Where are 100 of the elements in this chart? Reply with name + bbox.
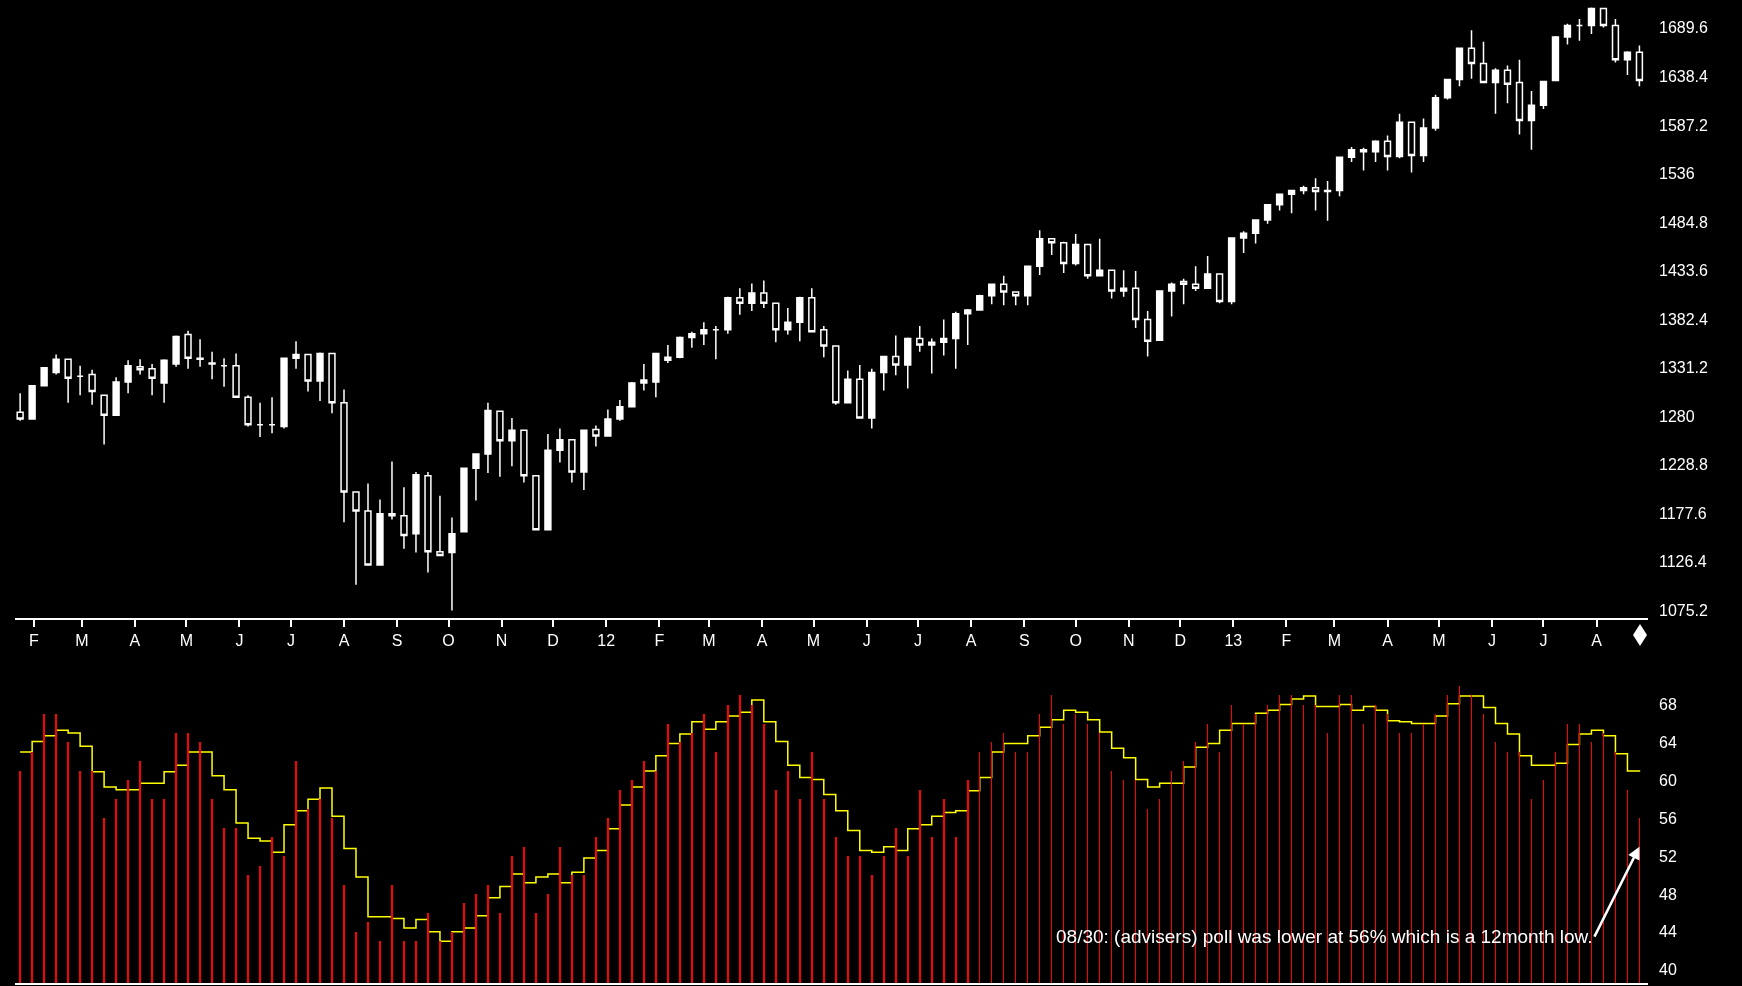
x-tick-label: M: [1432, 632, 1446, 650]
candlestick: [928, 337, 936, 375]
y-tick-label: 60: [1659, 771, 1677, 789]
candlestick: [28, 385, 36, 420]
candlestick: [208, 350, 216, 380]
candlestick: [1119, 269, 1128, 298]
candlestick: [328, 352, 336, 415]
candlestick: [640, 363, 648, 392]
candlestick: [1024, 265, 1032, 306]
candlestick: [976, 294, 984, 311]
candlestick: [1335, 156, 1344, 197]
x-tick-label: S: [1018, 632, 1030, 650]
candlestick: [496, 410, 504, 478]
candlestick: [1323, 180, 1332, 222]
candlestick: [940, 318, 948, 357]
candlestick: [76, 365, 84, 396]
candlestick: [688, 331, 696, 349]
x-tick-label: M: [702, 632, 716, 650]
candlestick: [268, 396, 276, 434]
candlestick: [880, 355, 888, 392]
candlestick: [532, 475, 540, 531]
candlestick: [148, 363, 156, 396]
candlestick: [748, 282, 756, 312]
candlestick: [1491, 67, 1500, 115]
x-tick-label: M: [1327, 632, 1342, 650]
y-tick-label: 52: [1659, 847, 1677, 865]
x-tick-label: J: [862, 632, 871, 650]
candlestick: [244, 394, 252, 428]
y-tick-label: 1280: [1659, 407, 1695, 425]
candlestick: [1083, 243, 1092, 280]
candlestick: [964, 308, 972, 346]
y-tick-label: 1331.2: [1659, 359, 1709, 377]
candlestick: [280, 357, 288, 430]
x-tick-label: N: [495, 632, 508, 650]
x-tick-label: A: [965, 632, 977, 650]
candlestick: [52, 353, 60, 376]
candlestick: [1347, 146, 1356, 163]
candlestick: [400, 486, 408, 550]
x-tick-label: M: [179, 632, 194, 650]
candlestick: [184, 330, 192, 370]
candlestick: [1263, 203, 1272, 225]
candlestick: [364, 482, 372, 567]
candlestick: [316, 351, 324, 402]
candlestick: [1635, 44, 1644, 87]
candlestick: [1503, 64, 1512, 105]
y-tick-label: 1638.4: [1659, 68, 1709, 85]
candlestick: [124, 359, 132, 395]
y-tick-label: 1177.6: [1659, 504, 1707, 522]
candlestick: [160, 358, 168, 404]
candlestick: [820, 325, 828, 359]
candlestick: [1611, 18, 1620, 64]
candlestick: [1455, 47, 1464, 87]
y-tick-label: 1536: [1659, 165, 1695, 183]
candlestick: [1071, 233, 1080, 267]
candlestick: [904, 336, 912, 390]
x-tick-label: M: [75, 632, 89, 650]
candlestick: [1479, 40, 1488, 84]
candlestick: [460, 467, 468, 533]
candlestick: [1467, 29, 1476, 80]
y-tick-label: 56: [1659, 809, 1677, 827]
candlestick: [1095, 238, 1104, 277]
candlestick: [856, 364, 864, 419]
candlestick: [1383, 134, 1392, 172]
x-tick-label: F: [28, 632, 39, 650]
candlestick: [1179, 277, 1188, 306]
candlestick: [1287, 189, 1296, 215]
candlestick: [1311, 177, 1320, 212]
y-tick-label: 1587.2: [1659, 116, 1709, 134]
candlestick: [832, 345, 840, 406]
candlestick: [1239, 230, 1248, 254]
candlestick: [1107, 269, 1116, 300]
candlestick: [1227, 237, 1236, 306]
candlestick: [304, 353, 312, 393]
candlestick: [664, 344, 672, 364]
candlestick: [652, 352, 660, 398]
candlestick: [544, 433, 552, 531]
y-tick-label: 1689.6: [1659, 19, 1709, 37]
candlestick: [196, 338, 204, 368]
candlestick: [616, 399, 624, 422]
candlestick: [448, 516, 456, 612]
y-tick-label: 1433.6: [1659, 262, 1709, 280]
candlestick: [952, 311, 960, 370]
candlestick: [1048, 238, 1056, 256]
candlestick: [1143, 310, 1152, 358]
candlestick: [580, 429, 588, 491]
candlestick: [436, 494, 444, 557]
candlestick: [472, 453, 480, 502]
candlestick: [916, 325, 924, 353]
x-tick-label: O: [1069, 632, 1082, 650]
candlestick: [508, 417, 516, 468]
candlestick: [520, 429, 528, 484]
candlestick: [256, 402, 264, 438]
x-tick-label: 13: [1224, 632, 1243, 650]
candlestick: [784, 307, 792, 336]
candlestick: [136, 358, 144, 376]
candlestick: [88, 368, 96, 406]
x-tick-label: D: [1174, 632, 1186, 650]
x-tick-label: J: [235, 632, 244, 650]
candlestick: [556, 427, 564, 464]
candlestick: [220, 357, 228, 388]
